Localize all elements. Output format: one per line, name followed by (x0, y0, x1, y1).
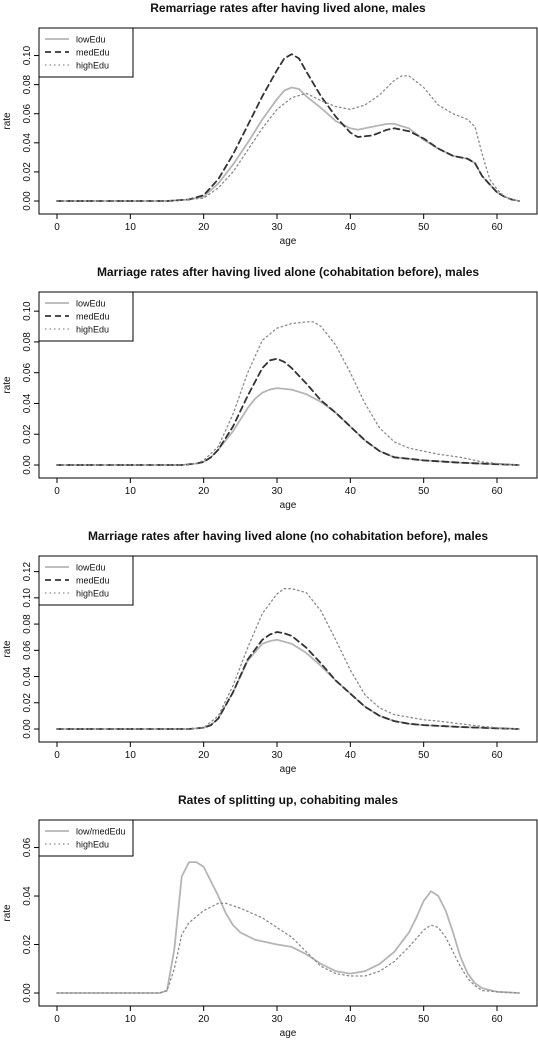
x-tick-label: 30 (271, 1014, 283, 1025)
chart-panel: Marriage rates after having lived alone … (2, 265, 538, 511)
series-line-highedu (56, 321, 520, 466)
series-line-mededu (56, 53, 520, 202)
x-tick-label: 20 (198, 222, 210, 233)
y-axis-label: rate (2, 112, 13, 130)
chart-title: Marriage rates after having lived alone … (88, 529, 488, 543)
x-tick-label: 20 (198, 1014, 210, 1025)
y-tick-label: 0.10 (22, 45, 33, 65)
y-tick-label: 0.02 (22, 934, 33, 954)
x-axis-label: age (280, 764, 297, 775)
legend-box (38, 291, 134, 342)
y-tick-label: 0.08 (22, 74, 33, 94)
chart-panel: Marriage rates after having lived alone … (2, 529, 538, 775)
series-line-lowmededu (56, 861, 520, 994)
y-tick-label: 0.08 (22, 614, 33, 634)
x-tick-label: 60 (491, 486, 503, 497)
y-tick-label: 0.00 (22, 719, 33, 739)
y-tick-label: 0.06 (22, 837, 33, 857)
y-tick-label: 0.04 (22, 133, 33, 153)
x-tick-label: 60 (491, 1014, 503, 1025)
x-tick-label: 0 (54, 750, 60, 761)
x-tick-label: 40 (345, 222, 357, 233)
y-tick-label: 0.04 (22, 666, 33, 686)
x-tick-label: 30 (271, 486, 283, 497)
legend-label: highEdu (76, 325, 109, 335)
x-tick-label: 40 (345, 750, 357, 761)
legend-label: medEdu (76, 576, 110, 586)
x-tick-label: 60 (491, 750, 503, 761)
legend-label: lowEdu (76, 299, 106, 309)
plot-frame (38, 819, 538, 1007)
x-axis-label: age (280, 1028, 297, 1039)
series-line-lowedu (56, 86, 520, 202)
x-tick-label: 10 (125, 486, 137, 497)
series-line-lowedu (56, 638, 520, 730)
y-tick-label: 0.10 (22, 301, 33, 321)
x-tick-label: 0 (54, 486, 60, 497)
plot-frame (38, 27, 538, 215)
x-tick-label: 30 (271, 750, 283, 761)
y-axis-label: rate (2, 904, 13, 922)
series-line-highedu (56, 902, 520, 994)
plot-frame (38, 555, 538, 743)
chart-panel: Remarriage rates after having lived alon… (2, 1, 538, 247)
x-tick-label: 50 (418, 222, 430, 233)
y-tick-label: 0.00 (22, 983, 33, 1003)
legend-label: lowEdu (76, 35, 106, 45)
chart-title: Marriage rates after having lived alone … (97, 265, 479, 279)
x-tick-label: 0 (54, 222, 60, 233)
series-line-highedu (56, 75, 520, 202)
y-tick-label: 0.04 (22, 393, 33, 413)
chart-title: Rates of splitting up, cohabiting males (178, 793, 398, 807)
legend-label: medEdu (76, 312, 110, 322)
plot-frame (38, 291, 538, 479)
y-axis-label: rate (2, 376, 13, 394)
x-tick-label: 50 (418, 750, 430, 761)
x-axis-label: age (280, 236, 297, 247)
x-tick-label: 20 (198, 750, 210, 761)
y-tick-label: 0.10 (22, 588, 33, 608)
x-tick-label: 30 (271, 222, 283, 233)
series-line-mededu (56, 631, 520, 730)
legend-label: highEdu (76, 840, 109, 850)
x-tick-label: 0 (54, 1014, 60, 1025)
legend-box (38, 555, 134, 606)
x-tick-label: 40 (345, 1014, 357, 1025)
x-tick-label: 10 (125, 1014, 137, 1025)
y-tick-label: 0.02 (22, 162, 33, 182)
y-tick-label: 0.02 (22, 424, 33, 444)
x-tick-label: 60 (491, 222, 503, 233)
x-tick-label: 20 (198, 486, 210, 497)
x-tick-label: 10 (125, 222, 137, 233)
x-tick-label: 10 (125, 750, 137, 761)
legend-label: highEdu (76, 61, 109, 71)
x-tick-label: 50 (418, 1014, 430, 1025)
x-tick-label: 50 (418, 486, 430, 497)
chart-panel: Rates of splitting up, cohabiting males 0… (2, 793, 538, 1039)
legend-label: low/medEdu (76, 827, 126, 837)
y-tick-label: 0.06 (22, 363, 33, 383)
series-line-highedu (56, 588, 520, 730)
y-tick-label: 0.02 (22, 693, 33, 713)
legend-label: medEdu (76, 48, 110, 58)
series-line-mededu (56, 357, 520, 466)
legend-box (38, 27, 134, 78)
y-tick-label: 0.00 (22, 191, 33, 211)
series-line-lowedu (56, 387, 520, 466)
x-tick-label: 40 (345, 486, 357, 497)
legend-label: highEdu (76, 589, 109, 599)
y-tick-label: 0.00 (22, 455, 33, 475)
y-tick-label: 0.08 (22, 332, 33, 352)
legend-label: lowEdu (76, 563, 106, 573)
y-tick-label: 0.04 (22, 886, 33, 906)
chart-title: Remarriage rates after having lived alon… (150, 1, 426, 15)
x-axis-label: age (280, 500, 297, 511)
legend-box (38, 819, 134, 857)
y-tick-label: 0.06 (22, 104, 33, 124)
y-tick-label: 0.12 (22, 561, 33, 581)
y-axis-label: rate (2, 640, 13, 658)
y-tick-label: 0.06 (22, 640, 33, 660)
